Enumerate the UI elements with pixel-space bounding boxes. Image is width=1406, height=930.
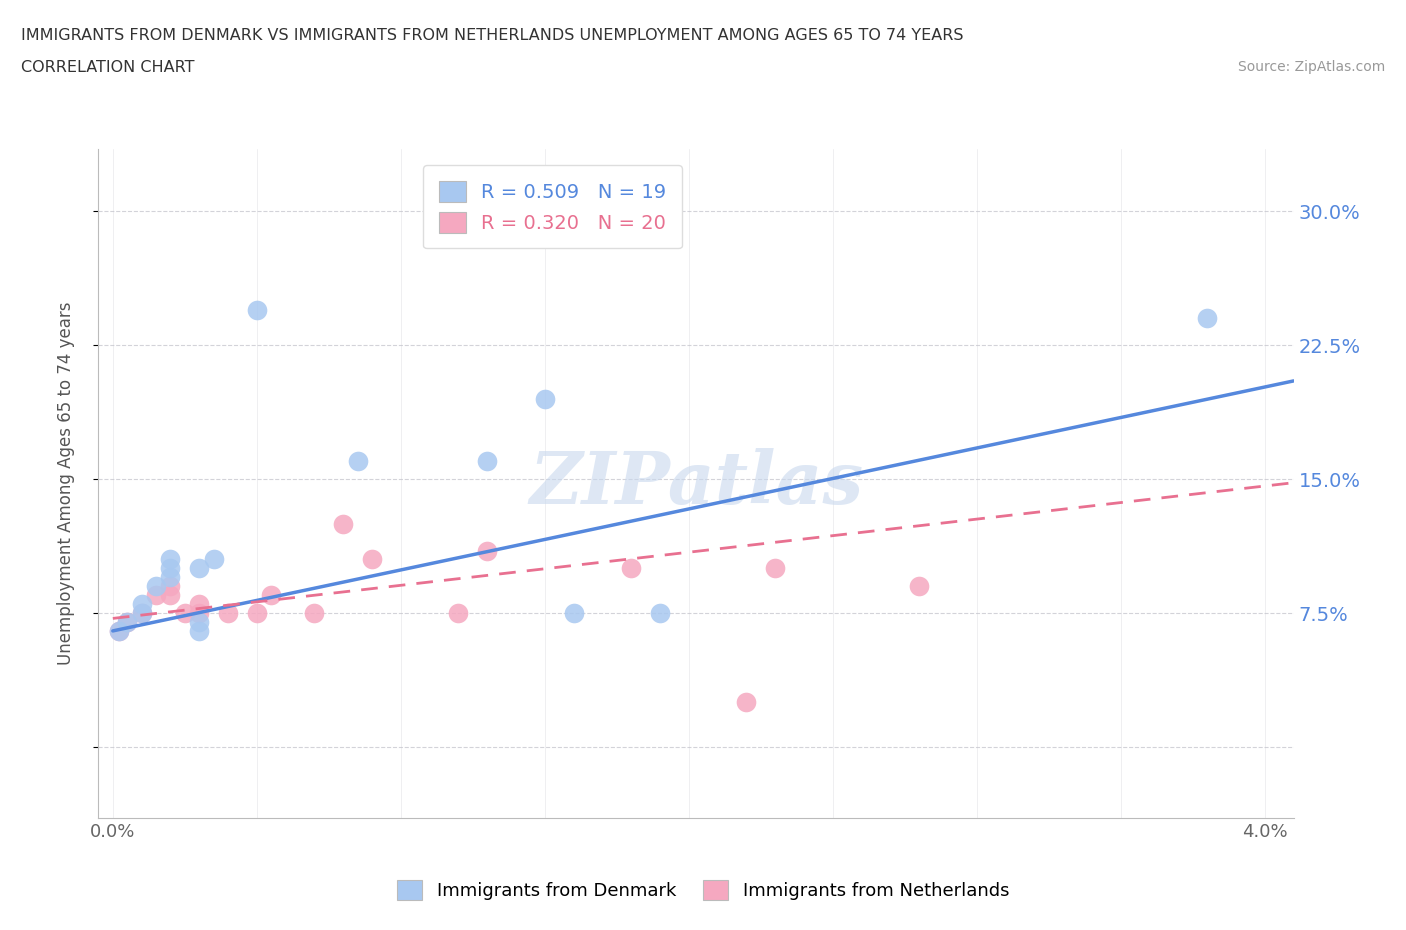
Point — [145, 578, 167, 593]
Point — [447, 605, 470, 620]
Text: IMMIGRANTS FROM DENMARK VS IMMIGRANTS FROM NETHERLANDS UNEMPLOYMENT AMONG AGES 6: IMMIGRANTS FROM DENMARK VS IMMIGRANTS FR… — [21, 28, 963, 43]
Point — [346, 454, 368, 469]
Point — [131, 597, 153, 612]
Point — [562, 605, 585, 620]
Point — [477, 454, 499, 469]
Point — [1197, 311, 1219, 325]
Text: Source: ZipAtlas.com: Source: ZipAtlas.com — [1237, 60, 1385, 74]
Point — [107, 623, 129, 638]
Point — [159, 588, 181, 603]
Point — [188, 605, 211, 620]
Point — [159, 570, 181, 585]
Point — [115, 615, 138, 630]
Point — [260, 588, 283, 603]
Point — [173, 605, 195, 620]
Legend: Immigrants from Denmark, Immigrants from Netherlands: Immigrants from Denmark, Immigrants from… — [389, 872, 1017, 907]
Point — [648, 605, 671, 620]
Point — [735, 695, 758, 710]
Point — [217, 605, 239, 620]
Point — [332, 516, 354, 531]
Point — [246, 302, 269, 317]
Point — [115, 615, 138, 630]
Point — [908, 578, 931, 593]
Point — [131, 605, 153, 620]
Point — [159, 561, 181, 576]
Point — [145, 588, 167, 603]
Text: ZIPatlas: ZIPatlas — [529, 448, 863, 519]
Point — [533, 392, 555, 406]
Point — [202, 552, 225, 567]
Point — [159, 552, 181, 567]
Point — [763, 561, 786, 576]
Point — [361, 552, 384, 567]
Point — [159, 578, 181, 593]
Point — [188, 597, 211, 612]
Point — [107, 623, 129, 638]
Point — [304, 605, 326, 620]
Text: CORRELATION CHART: CORRELATION CHART — [21, 60, 194, 75]
Point — [131, 605, 153, 620]
Legend: R = 0.509   N = 19, R = 0.320   N = 20: R = 0.509 N = 19, R = 0.320 N = 20 — [423, 166, 682, 248]
Point — [188, 615, 211, 630]
Point — [188, 561, 211, 576]
Point — [620, 561, 643, 576]
Point — [477, 543, 499, 558]
Point — [246, 605, 269, 620]
Point — [188, 623, 211, 638]
Y-axis label: Unemployment Among Ages 65 to 74 years: Unemployment Among Ages 65 to 74 years — [56, 302, 75, 665]
